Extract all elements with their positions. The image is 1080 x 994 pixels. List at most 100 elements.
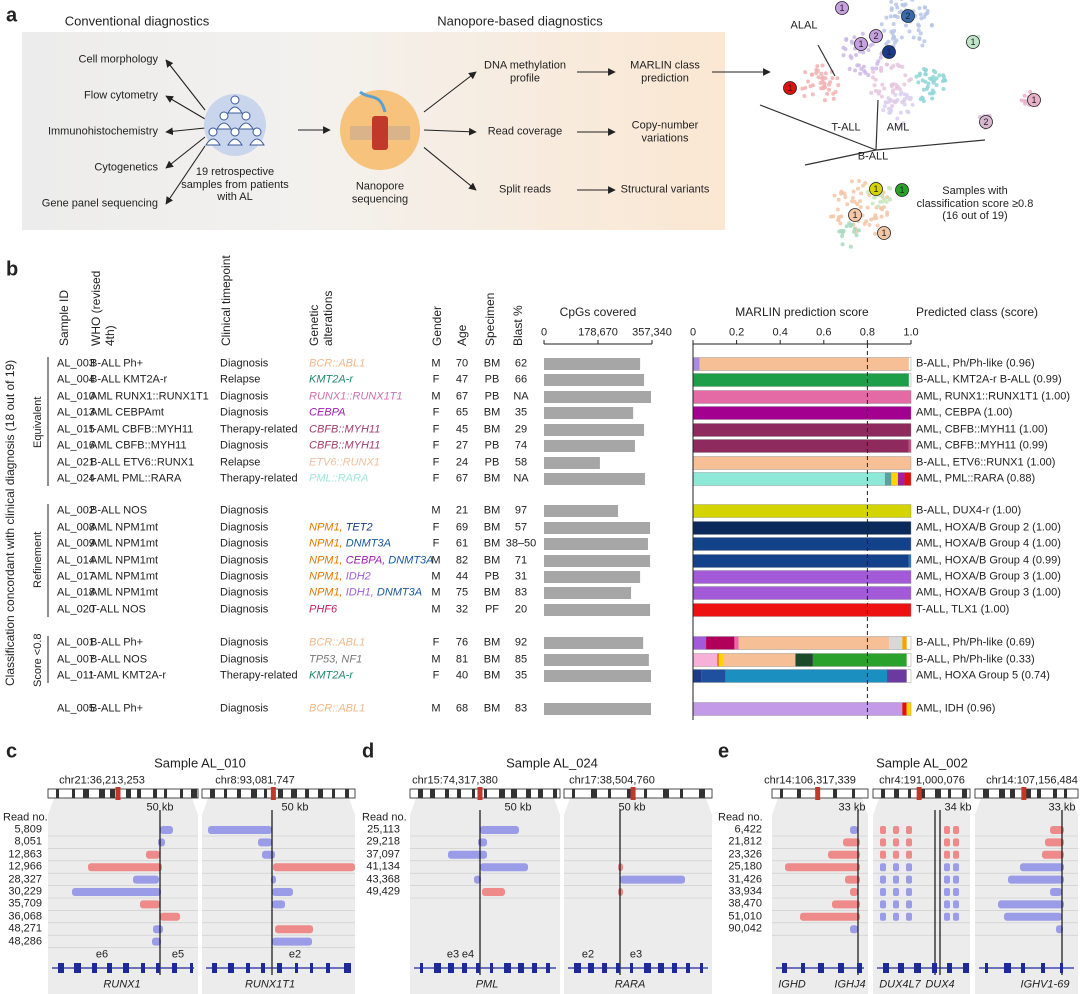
score-segment bbox=[693, 570, 911, 584]
umap-point bbox=[927, 91, 932, 96]
gender: F bbox=[432, 456, 440, 469]
x-tick-label: 0.2 bbox=[728, 326, 745, 339]
read-alignment bbox=[998, 900, 1064, 909]
umap-point bbox=[820, 75, 825, 80]
score-segment bbox=[706, 636, 735, 650]
exon bbox=[985, 963, 988, 973]
cpg-bar bbox=[544, 358, 641, 370]
exon bbox=[574, 963, 581, 973]
umap-point bbox=[923, 68, 928, 73]
umap-point bbox=[814, 67, 819, 72]
read-alignment bbox=[800, 912, 860, 921]
centromere bbox=[630, 787, 636, 800]
exon bbox=[172, 963, 177, 973]
umap-point bbox=[884, 41, 889, 46]
scale-label: 34 kb bbox=[944, 801, 972, 814]
exon bbox=[686, 963, 690, 973]
umap-point bbox=[937, 73, 942, 78]
sample-id: AL_008 bbox=[57, 521, 95, 534]
gender: F bbox=[432, 439, 440, 452]
method-input: Split reads bbox=[499, 183, 551, 196]
umap-point bbox=[889, 108, 894, 113]
umap-point bbox=[1019, 98, 1024, 103]
exon bbox=[123, 963, 129, 973]
score-segment bbox=[897, 472, 905, 486]
umap-point bbox=[879, 94, 884, 99]
specimen: BM bbox=[483, 537, 501, 550]
umap-point bbox=[895, 98, 900, 103]
read-number: 33,934 bbox=[728, 885, 762, 898]
predicted-class: AML, IDH (0.96) bbox=[916, 702, 996, 715]
umap-label: B-ALL bbox=[857, 150, 889, 163]
umap-marker-label: 1 bbox=[873, 183, 879, 194]
exon bbox=[602, 963, 607, 973]
ideogram-band bbox=[948, 789, 951, 798]
ideogram-band bbox=[237, 789, 241, 798]
umap-marker-label: 1 bbox=[1031, 94, 1037, 105]
umap-point bbox=[810, 92, 815, 97]
gender: M bbox=[431, 702, 441, 715]
blast: NA bbox=[513, 390, 529, 403]
ideogram-band bbox=[445, 789, 449, 798]
umap-point bbox=[841, 53, 846, 58]
umap-point bbox=[835, 207, 840, 212]
read-alignment bbox=[785, 863, 860, 872]
umap-point bbox=[840, 233, 845, 238]
umap-point bbox=[870, 75, 875, 80]
sample-id: AL_002 bbox=[57, 504, 95, 517]
read-alignment bbox=[146, 850, 160, 859]
locus: chr15:74,317,380 bbox=[412, 774, 498, 787]
exon-label: e5 bbox=[171, 948, 185, 961]
umap-point bbox=[859, 191, 864, 196]
score-segment bbox=[908, 554, 911, 568]
specimen: BM bbox=[483, 636, 501, 649]
umap-marker-label: 1 bbox=[970, 36, 976, 47]
umap-point bbox=[879, 22, 884, 27]
umap-point bbox=[851, 189, 856, 194]
umap-divider bbox=[759, 104, 877, 151]
umap-marker-label: 1 bbox=[881, 227, 887, 238]
cpg-bar bbox=[544, 505, 619, 517]
read-alignment bbox=[944, 838, 950, 847]
exon bbox=[448, 963, 454, 973]
exon bbox=[518, 963, 524, 973]
read-alignment bbox=[448, 850, 487, 859]
ideogram-band bbox=[663, 789, 669, 798]
umap-point bbox=[866, 48, 871, 53]
ideogram-band bbox=[164, 789, 167, 798]
person-head bbox=[230, 127, 240, 137]
genetic-alterations: BCR::ABL1 bbox=[309, 358, 365, 371]
who-class: B-ALL Ph+ bbox=[90, 357, 144, 370]
read-alignment bbox=[893, 850, 899, 859]
read-alignment bbox=[275, 925, 313, 934]
blast: 85 bbox=[514, 653, 528, 666]
exon-label: e4 bbox=[461, 948, 475, 961]
read-number: 5,809 bbox=[14, 823, 42, 836]
ideogram-band bbox=[526, 789, 531, 798]
umap-point bbox=[854, 53, 859, 58]
umap-point bbox=[916, 28, 921, 33]
score-segment bbox=[693, 537, 911, 551]
age: 76 bbox=[455, 636, 469, 649]
umap-point bbox=[872, 83, 877, 88]
person-body bbox=[227, 138, 243, 146]
cpg-bar bbox=[544, 522, 651, 534]
column-header: Specimen bbox=[483, 292, 497, 346]
read-number: 31,426 bbox=[728, 873, 762, 886]
ideogram-band bbox=[291, 789, 297, 798]
exon bbox=[310, 963, 313, 973]
genetic-alterations: KMT2A-r bbox=[309, 374, 353, 387]
exon bbox=[326, 963, 330, 973]
read-alignment bbox=[880, 838, 886, 847]
read-alignment bbox=[272, 900, 285, 909]
zoom-shade bbox=[975, 798, 1078, 815]
umap-point bbox=[891, 64, 896, 69]
exon bbox=[462, 963, 467, 973]
read-header: Read no. bbox=[3, 811, 48, 824]
x-tick-label: 0.6 bbox=[816, 326, 832, 339]
umap-point bbox=[865, 205, 870, 210]
umap-point bbox=[860, 31, 865, 36]
blast: 83 bbox=[514, 586, 528, 599]
read-alignment bbox=[1008, 875, 1064, 884]
read-alignment bbox=[843, 838, 860, 847]
